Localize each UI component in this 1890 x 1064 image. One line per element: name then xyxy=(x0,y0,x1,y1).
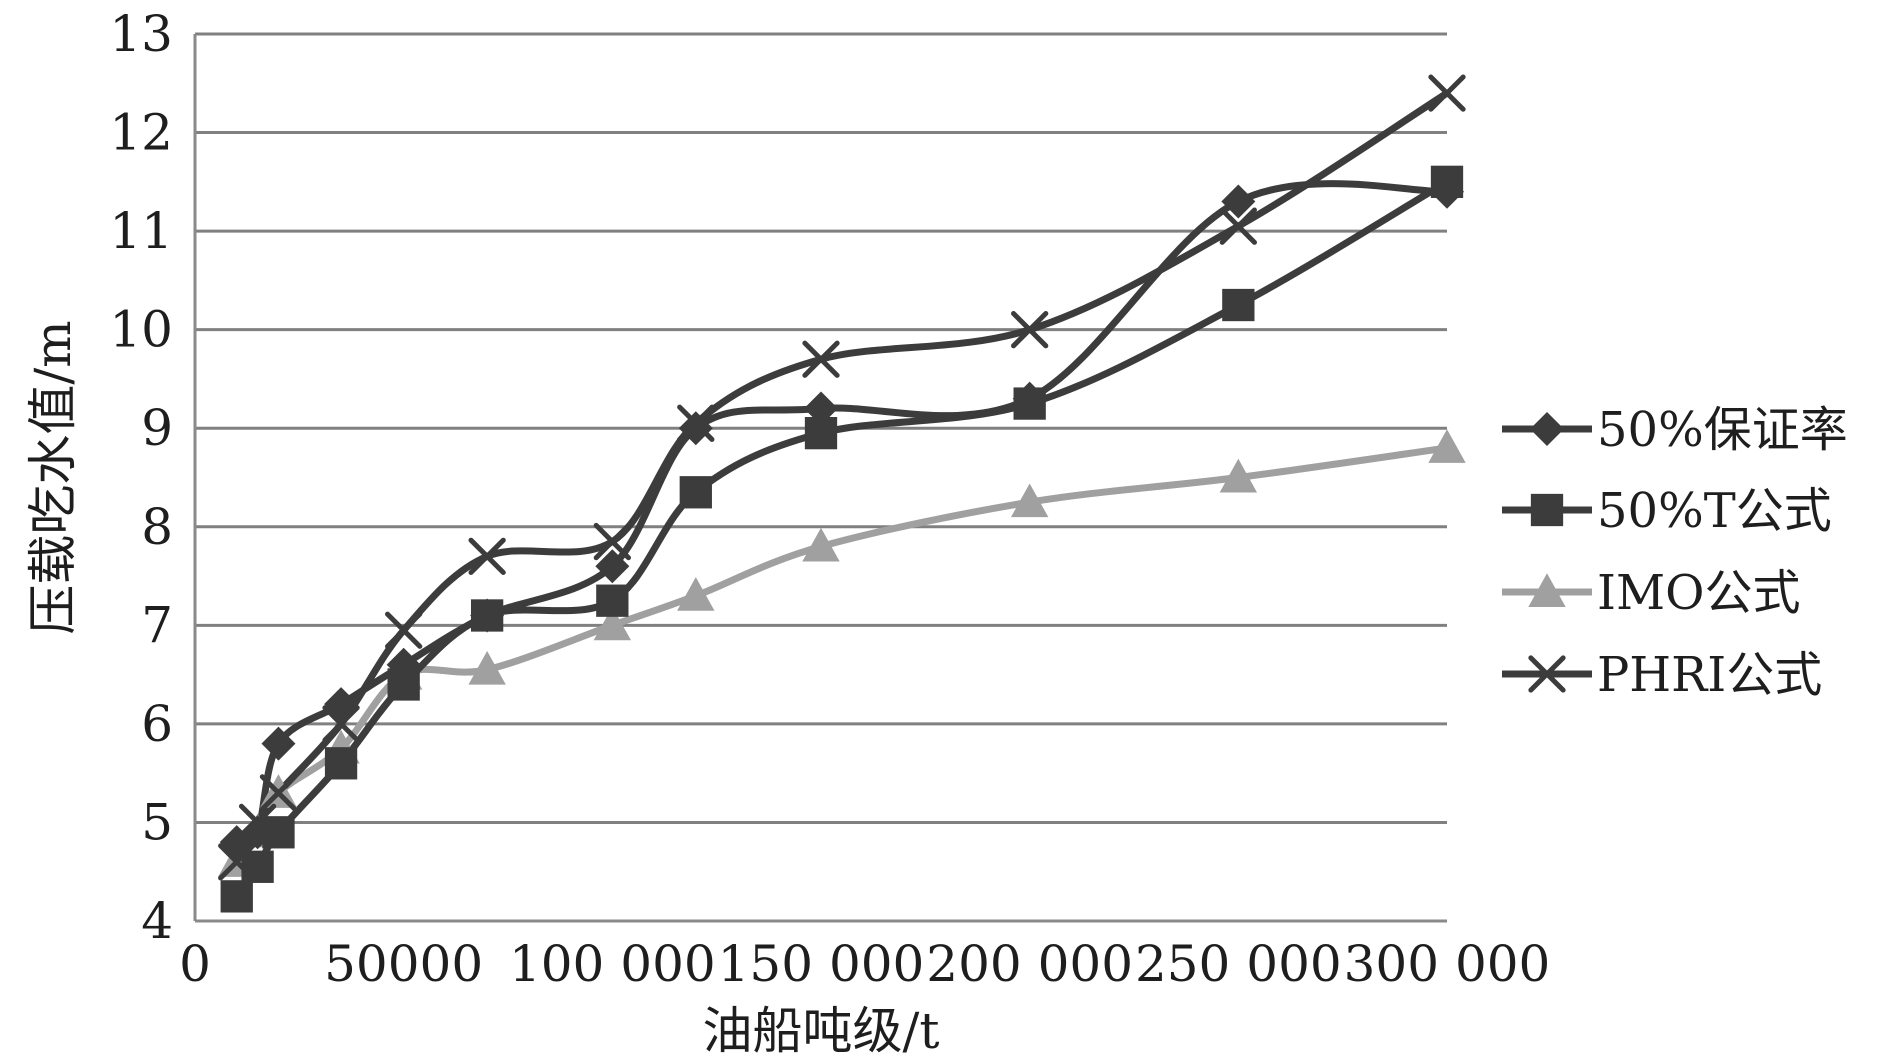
x-tick-label-3: 150 000 xyxy=(718,935,925,993)
data-point-s0-9 xyxy=(1012,381,1047,416)
data-point-s2-5 xyxy=(468,650,506,685)
data-point-s1-7 xyxy=(679,476,712,509)
data-point-s3-9 xyxy=(1011,311,1049,349)
y-tick-label-7: 11 xyxy=(109,202,173,260)
y-tick-label-5: 9 xyxy=(141,399,173,457)
data-point-s3-2 xyxy=(259,774,298,812)
legend-marker-1 xyxy=(1530,493,1564,527)
data-point-s0-11 xyxy=(1430,174,1464,209)
series-line-0 xyxy=(233,180,1451,847)
series-markers xyxy=(218,74,1466,913)
data-point-s3-8 xyxy=(802,340,840,378)
data-point-s1-6 xyxy=(596,584,629,617)
x-tick-label-0: 0 xyxy=(179,935,211,993)
data-point-s3-7 xyxy=(677,404,715,442)
data-point-s3-6 xyxy=(593,522,631,561)
y-tick-label-1: 5 xyxy=(141,793,173,851)
data-point-s1-10 xyxy=(1222,288,1255,322)
data-point-s2-8 xyxy=(802,527,840,562)
data-point-s0-6 xyxy=(595,549,630,584)
x-tick-label-6: 300 000 xyxy=(1344,935,1551,993)
legend-label-0: 50%保证率 xyxy=(1597,402,1848,458)
series-lines xyxy=(233,89,1451,900)
legend-marker-2 xyxy=(1528,573,1566,607)
y-tick-label-9: 13 xyxy=(109,5,173,63)
data-point-s2-10 xyxy=(1219,458,1258,493)
x-tick-label-5: 250 000 xyxy=(1135,935,1342,993)
y-tick-labels: 4 5 6 7 8 9 10 11 12 13 xyxy=(109,5,173,950)
legend-label-3: PHRI公式 xyxy=(1597,647,1822,703)
legend-marker-0 xyxy=(1530,412,1564,446)
legend-label-1: 50%T公式 xyxy=(1597,483,1832,539)
data-point-s0-5 xyxy=(470,598,505,633)
y-tick-label-2: 6 xyxy=(141,695,173,753)
data-point-s3-5 xyxy=(468,537,506,575)
data-point-s0-8 xyxy=(804,391,838,426)
data-point-s3-0 xyxy=(218,843,256,881)
data-point-s3-10 xyxy=(1219,207,1257,245)
y-tick-label-8: 12 xyxy=(109,104,173,162)
x-tick-labels: 0 50000 100 000 150 000 200 000 250 000 300 00… xyxy=(179,935,1550,993)
x-tick-label-4: 200 000 xyxy=(926,935,1133,993)
x-axis-title: 油船吨级/t xyxy=(703,1002,940,1060)
data-point-s3-1 xyxy=(238,803,277,842)
x-tick-label-2: 100 000 xyxy=(509,935,716,993)
data-point-s2-6 xyxy=(593,606,632,641)
data-point-s3-4 xyxy=(385,611,423,649)
x-tick-label-1: 50000 xyxy=(324,935,483,993)
data-point-s0-3 xyxy=(324,687,359,722)
axes xyxy=(193,34,1447,923)
y-tick-label-3: 7 xyxy=(141,596,173,654)
series-line-2 xyxy=(233,444,1451,866)
data-point-s0-7 xyxy=(678,411,713,446)
y-tick-label-6: 10 xyxy=(109,301,173,359)
data-point-s0-1 xyxy=(240,815,275,850)
legend: 50%保证率 50%T公式 IMO公式 PHRI公式 xyxy=(1502,402,1848,703)
data-point-s0-4 xyxy=(386,647,421,682)
data-point-s0-10 xyxy=(1221,184,1256,219)
series-line-3 xyxy=(233,89,1451,866)
data-point-s1-1 xyxy=(241,850,274,883)
data-point-s2-9 xyxy=(1010,483,1049,518)
legend-marker-3 xyxy=(1528,655,1566,693)
data-point-s2-11 xyxy=(1428,429,1466,463)
data-point-s3-3 xyxy=(322,705,360,743)
series-line-1 xyxy=(233,178,1451,900)
y-tick-label-0: 4 xyxy=(141,892,173,950)
data-point-s0-2 xyxy=(261,726,296,761)
y-axis-title: 压载吃水值/m xyxy=(24,320,82,634)
data-point-s1-3 xyxy=(324,747,358,780)
data-point-s3-11 xyxy=(1428,74,1466,112)
y-tick-label-4: 8 xyxy=(141,498,173,556)
data-point-s2-7 xyxy=(677,577,715,611)
legend-label-2: IMO公式 xyxy=(1597,565,1800,621)
data-point-s1-0 xyxy=(220,880,253,913)
